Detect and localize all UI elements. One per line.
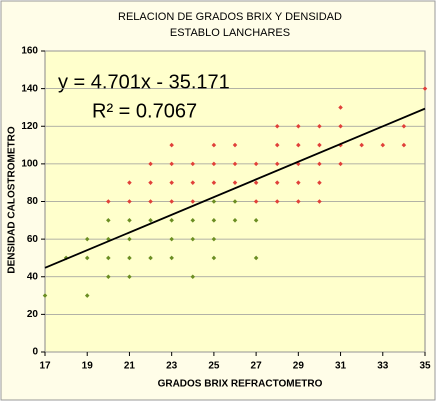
x-tick-label: 35	[419, 361, 431, 372]
point	[106, 218, 111, 223]
y-tick-label: 20	[27, 309, 39, 320]
point	[338, 161, 343, 167]
point	[148, 255, 153, 261]
y-tick-label: 40	[27, 271, 39, 282]
point	[359, 142, 364, 148]
point	[106, 199, 111, 204]
x-tick-label: 17	[39, 361, 51, 372]
x-tick-label: 31	[335, 361, 347, 372]
x-tick-label: 19	[82, 361, 94, 372]
y-tick-label: 100	[21, 159, 38, 170]
point	[169, 255, 174, 261]
x-tick-label: 25	[208, 361, 220, 372]
trendline	[44, 107, 426, 269]
y-tick-label: 120	[21, 121, 38, 132]
y-tick-label: 80	[27, 196, 39, 207]
trend-r2: R² = 0.7067	[92, 100, 197, 122]
trend-equation: y = 4.701x - 35.171	[58, 71, 230, 93]
point	[106, 274, 111, 280]
y-tick-label: 140	[21, 83, 38, 94]
y-tick-label: 0	[32, 347, 38, 358]
y-tick-label: 160	[21, 46, 38, 57]
point	[127, 255, 132, 261]
point	[253, 255, 259, 261]
point	[106, 255, 111, 261]
x-axis-label: GRADOS BRIX REFRACTOMETRO	[158, 379, 323, 390]
x-tick-label: 27	[251, 361, 263, 372]
chart-title: RELACION DE GRADOS BRIX Y DENSIDAD	[118, 11, 342, 23]
y-tick-label: 60	[27, 234, 39, 245]
y-axis-label: DENSIDAD CALOSTROMETRO	[7, 126, 18, 273]
point	[127, 218, 132, 223]
point	[84, 236, 90, 242]
x-tick-label: 33	[377, 361, 389, 372]
chart-subtitle: ESTABLO LANCHARES	[170, 27, 290, 39]
x-tick-label: 23	[166, 361, 178, 372]
point	[338, 123, 343, 129]
point	[127, 274, 132, 280]
x-tick-label: 29	[293, 361, 305, 372]
point	[127, 180, 132, 185]
point	[127, 199, 132, 204]
point	[338, 105, 343, 110]
point	[127, 236, 132, 242]
x-tick-label: 21	[124, 361, 136, 372]
